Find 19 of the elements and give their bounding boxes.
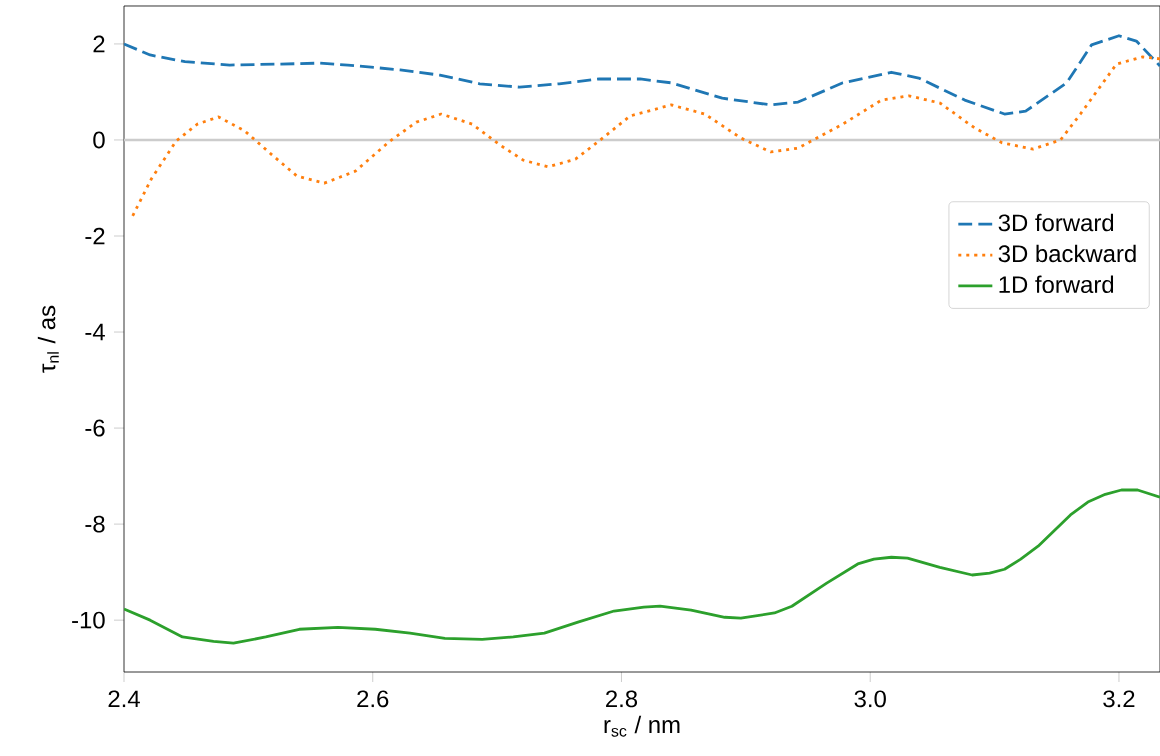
y-tick-label: -8 — [85, 515, 105, 533]
legend-label: 3D backward — [998, 244, 1136, 263]
y-tick-label: -10 — [72, 611, 105, 629]
x-tick-label: 3.2 — [1103, 690, 1135, 708]
y-tick-label: 0 — [93, 131, 105, 149]
legend-label: 1D forward — [999, 275, 1114, 294]
y-tick-label: -6 — [85, 419, 105, 437]
y-tick-label: 2 — [93, 35, 105, 53]
y-axis-title: τ$_{nl}$ / as — [37, 305, 59, 373]
x-axis-title: r$_{sc}$ / nm — [604, 715, 680, 737]
x-tick-label: 2.6 — [357, 690, 389, 708]
line-series — [124, 488, 1160, 645]
x-tick-label: 2.4 — [108, 690, 140, 708]
legend-label: 3D forward — [998, 213, 1114, 232]
x-tick-label: 2.8 — [606, 690, 638, 708]
y-tick-label: -2 — [85, 227, 105, 245]
y-tick-label: -4 — [85, 323, 105, 341]
x-tick-label: 3.0 — [854, 690, 886, 708]
line-series — [124, 34, 1160, 116]
